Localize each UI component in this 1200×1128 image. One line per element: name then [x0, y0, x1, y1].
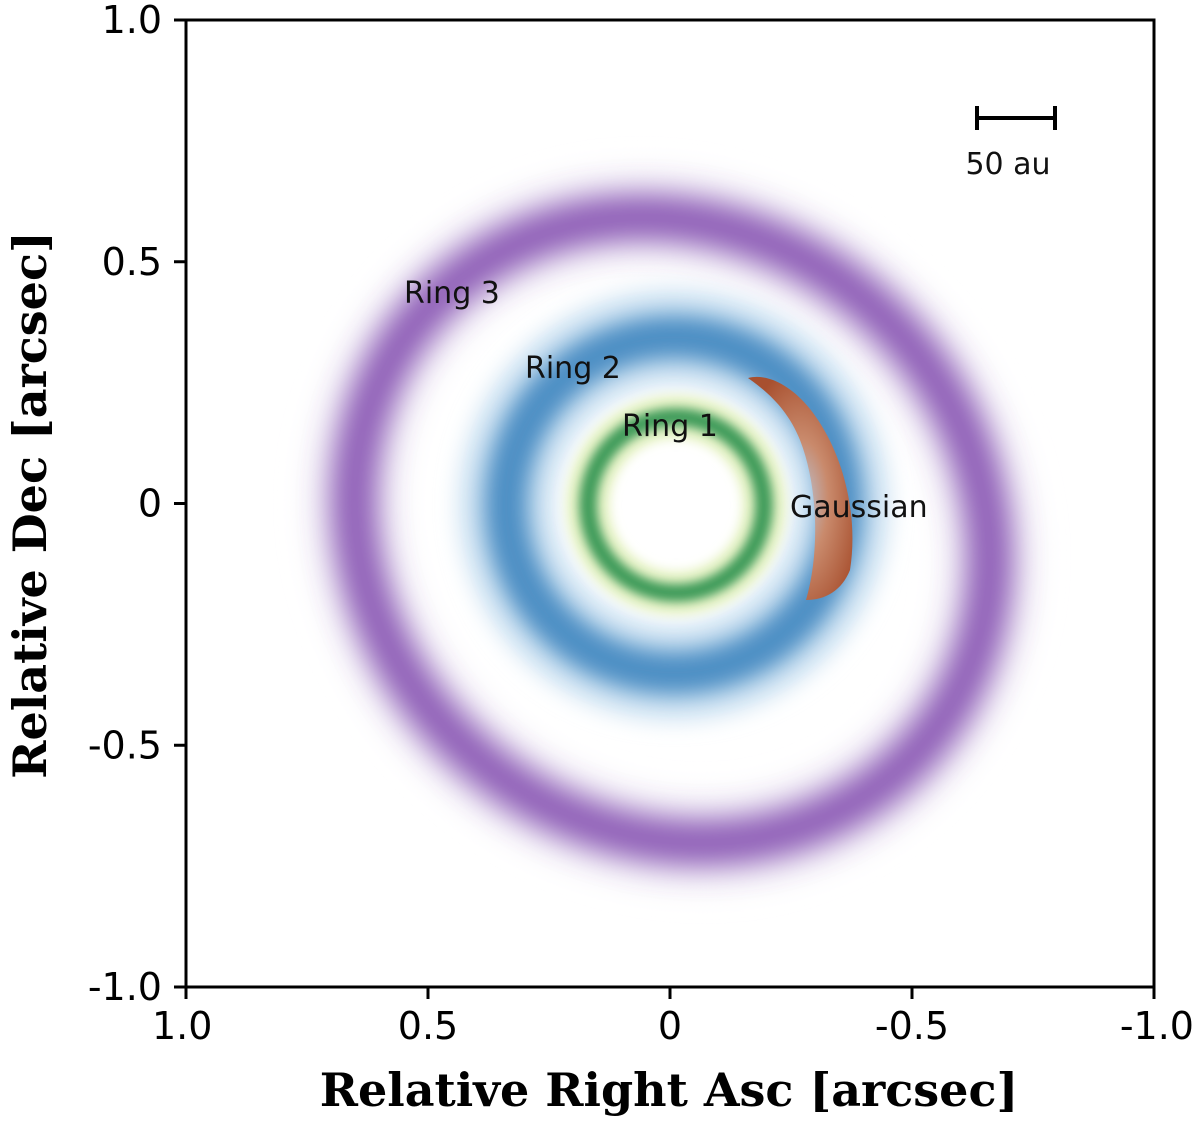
y-tick-label: 0	[138, 482, 162, 526]
y-axis-ticks: 1.0 0.5 0 -0.5 -1.0	[88, 0, 186, 1009]
x-tick-label: -0.5	[875, 1004, 949, 1048]
y-tick-label: 1.0	[102, 0, 162, 42]
ring-3-label: Ring 3	[404, 276, 500, 311]
x-tick-label: 1.0	[152, 1004, 212, 1048]
y-tick-label: -1.0	[88, 965, 162, 1009]
x-tick-label: 0.5	[398, 1004, 458, 1048]
scale-bar: 50 au	[965, 106, 1057, 182]
gaussian-crescent	[748, 376, 853, 600]
ring-3	[309, 172, 1035, 888]
x-tick-label: 0	[658, 1004, 682, 1048]
y-axis-title: Relative Dec [arcsec]	[3, 231, 57, 778]
ring-1	[566, 395, 786, 615]
x-axis-title: Relative Right Asc [arcsec]	[320, 1063, 1018, 1117]
ring-1-label: Ring 1	[622, 409, 718, 444]
scale-bar-label: 50 au	[965, 147, 1050, 182]
y-tick-label: -0.5	[88, 723, 162, 767]
y-tick-label: 0.5	[102, 240, 162, 284]
gaussian-label: Gaussian	[790, 490, 928, 525]
ring-2-label: Ring 2	[525, 351, 621, 386]
x-tick-label: -1.0	[1120, 1004, 1194, 1048]
emission-layer	[309, 172, 1035, 888]
x-axis-ticks: 1.0 0.5 0 -0.5 -1.0	[152, 987, 1194, 1048]
